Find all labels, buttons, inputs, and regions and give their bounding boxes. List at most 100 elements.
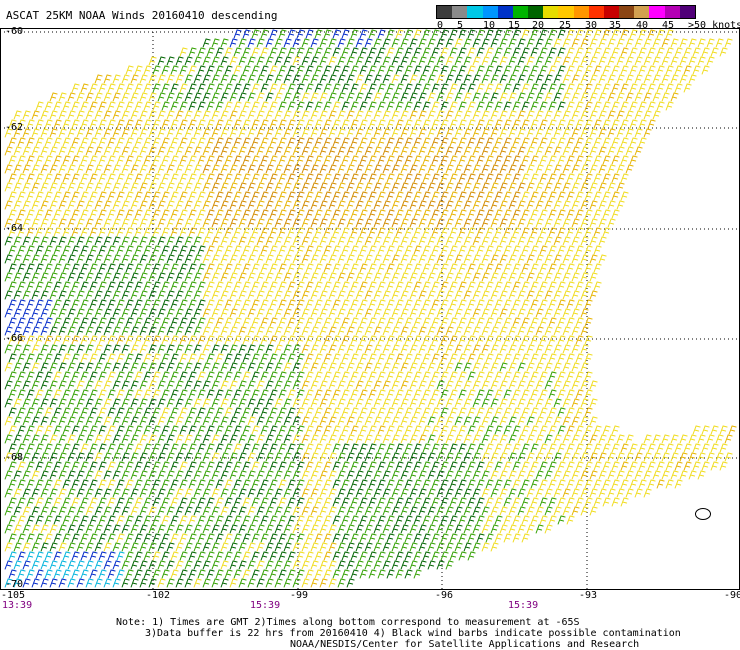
- wind-barb: [368, 65, 377, 75]
- wind-barb: [409, 542, 418, 552]
- colorbar-swatch: [437, 6, 453, 18]
- wind-barb: [535, 290, 544, 300]
- wind-barb: [391, 56, 400, 66]
- wind-barb: [188, 65, 197, 75]
- wind-barb: [319, 308, 328, 318]
- wind-barb: [359, 227, 368, 237]
- wind-barb: [566, 209, 575, 219]
- wind-barb: [472, 308, 481, 318]
- wind-barb: [40, 578, 49, 588]
- wind-barb: [265, 182, 274, 192]
- wind-barb: [323, 29, 332, 39]
- wind-barb: [332, 29, 341, 39]
- wind-barb: [143, 425, 152, 435]
- wind-barb: [607, 164, 616, 174]
- wind-barb: [17, 479, 26, 489]
- wind-barb: [463, 488, 472, 498]
- wind-barb: [26, 479, 35, 489]
- wind-barb: [58, 164, 67, 174]
- wind-barb: [454, 506, 463, 516]
- wind-barb: [310, 164, 319, 174]
- wind-barb: [35, 407, 44, 417]
- time-label: 15:39: [508, 600, 539, 611]
- wind-barb: [71, 299, 80, 309]
- wind-barb: [247, 254, 256, 264]
- wind-barb: [44, 335, 53, 345]
- wind-barb: [184, 56, 193, 66]
- wind-barb: [458, 47, 467, 57]
- wind-barb: [85, 146, 94, 156]
- wind-barb: [157, 218, 166, 228]
- wind-barb: [238, 56, 247, 66]
- wind-barb: [179, 551, 188, 561]
- wind-barb: [242, 317, 251, 327]
- wind-barb: [512, 335, 521, 345]
- wind-barb: [157, 182, 166, 192]
- wind-barb: [22, 110, 31, 120]
- wind-barb: [584, 407, 593, 417]
- wind-barb: [476, 137, 485, 147]
- wind-barb: [512, 533, 521, 543]
- wind-barb: [58, 110, 67, 120]
- wind-barb: [224, 335, 233, 345]
- wind-barb: [530, 155, 539, 165]
- wind-barb: [481, 146, 490, 156]
- wind-barb: [53, 335, 62, 345]
- wind-barb: [503, 407, 512, 417]
- wind-barb: [310, 416, 319, 426]
- wind-barb: [40, 146, 49, 156]
- wind-barb: [562, 74, 571, 84]
- wind-barb: [139, 560, 148, 570]
- wind-barb: [67, 398, 76, 408]
- wind-barb: [355, 92, 364, 102]
- wind-barb: [130, 434, 139, 444]
- wind-barb: [134, 227, 143, 237]
- wind-barb: [292, 452, 301, 462]
- wind-barb: [562, 344, 571, 354]
- wind-barb: [580, 164, 589, 174]
- colorbar-label: 35: [609, 20, 622, 31]
- wind-barb: [616, 146, 625, 156]
- wind-barb: [530, 461, 539, 471]
- wind-barb: [472, 434, 481, 444]
- wind-barb: [58, 488, 67, 498]
- wind-barb: [13, 578, 22, 588]
- wind-barb: [332, 425, 341, 435]
- wind-barb: [377, 425, 386, 435]
- wind-barb: [422, 407, 431, 417]
- wind-barb: [674, 47, 683, 57]
- wind-barb: [179, 119, 188, 129]
- wind-barb: [103, 398, 112, 408]
- wind-barb: [553, 236, 562, 246]
- wind-barb: [35, 479, 44, 489]
- wind-barb: [323, 245, 332, 255]
- wind-barb: [49, 398, 58, 408]
- wind-barb: [350, 461, 359, 471]
- wind-barb: [305, 443, 314, 453]
- wind-barb: [152, 461, 161, 471]
- wind-barb: [404, 407, 413, 417]
- wind-barb: [233, 119, 242, 129]
- wind-barb: [346, 164, 355, 174]
- wind-barb: [404, 317, 413, 327]
- wind-barb: [692, 443, 701, 453]
- wind-barb: [292, 344, 301, 354]
- wind-barb: [89, 353, 98, 363]
- wind-barb: [476, 65, 485, 75]
- wind-barb: [211, 488, 220, 498]
- wind-barb: [607, 146, 616, 156]
- wind-barb: [598, 74, 607, 84]
- wind-barb: [580, 146, 589, 156]
- wind-barb: [499, 164, 508, 174]
- wind-barb: [35, 569, 44, 579]
- wind-barb: [247, 542, 256, 552]
- wind-barb: [508, 452, 517, 462]
- wind-barb: [98, 209, 107, 219]
- wind-barb: [211, 146, 220, 156]
- wind-barb: [553, 146, 562, 156]
- wind-barb: [674, 443, 683, 453]
- wind-barb: [332, 371, 341, 381]
- wind-barb: [643, 488, 652, 498]
- wind-barb: [521, 119, 530, 129]
